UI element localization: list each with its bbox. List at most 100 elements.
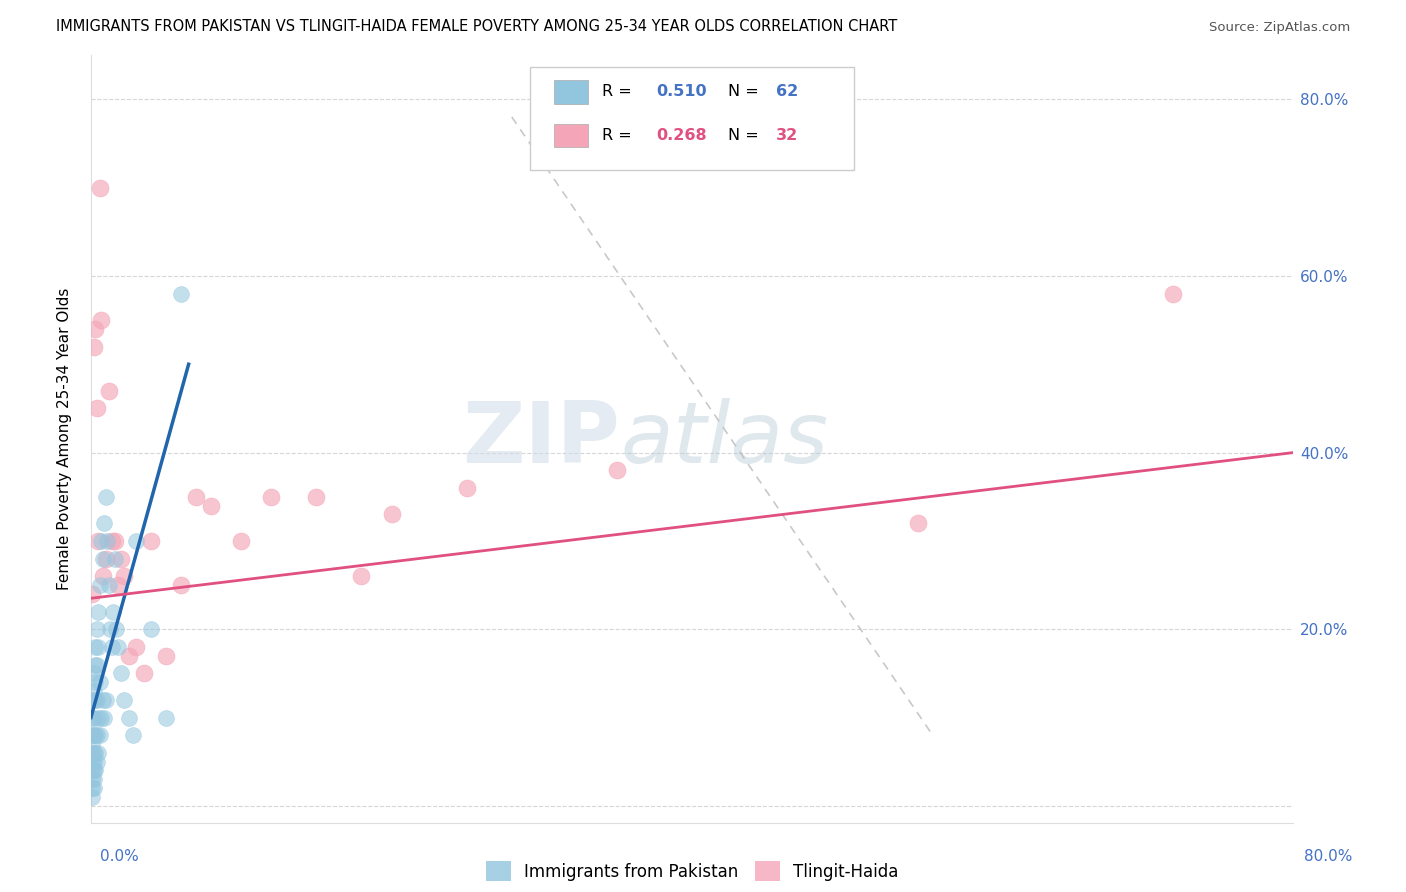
FancyBboxPatch shape [554, 124, 588, 147]
Point [170, 286, 193, 301]
Text: 32: 32 [776, 128, 799, 144]
Point [91, 551, 114, 566]
Point [186, 490, 208, 504]
Point [200, 499, 222, 513]
Point [94, 551, 117, 566]
Point [91, 693, 114, 707]
Point [125, 533, 148, 548]
Point [103, 605, 125, 619]
Point [112, 693, 135, 707]
Point [117, 710, 139, 724]
Point [87, 710, 110, 724]
Point [107, 640, 129, 654]
Point [83, 781, 105, 796]
Point [82, 710, 104, 724]
Point [82, 781, 104, 796]
Point [90, 710, 112, 724]
Point [83, 666, 105, 681]
Text: 80.0%: 80.0% [1305, 849, 1353, 863]
Point [84, 728, 107, 742]
Text: Source: ZipAtlas.com: Source: ZipAtlas.com [1209, 21, 1350, 34]
Point [84, 746, 107, 760]
Point [101, 533, 124, 548]
Point [132, 666, 155, 681]
Point [170, 578, 193, 592]
Point [100, 622, 122, 636]
Point [91, 569, 114, 583]
Point [231, 533, 253, 548]
Point [82, 755, 104, 769]
FancyBboxPatch shape [530, 67, 855, 170]
Point [83, 710, 105, 724]
Point [84, 693, 107, 707]
Text: N =: N = [728, 84, 763, 99]
Point [606, 463, 628, 477]
Point [82, 764, 104, 778]
Point [104, 533, 127, 548]
Point [94, 490, 117, 504]
Point [82, 746, 104, 760]
Point [82, 587, 104, 601]
Point [105, 622, 128, 636]
Point [112, 569, 135, 583]
Point [87, 746, 110, 760]
Y-axis label: Female Poverty Among 25-34 Year Olds: Female Poverty Among 25-34 Year Olds [58, 288, 72, 591]
Point [82, 789, 104, 804]
Point [84, 657, 107, 672]
Point [82, 693, 104, 707]
Point [84, 322, 107, 336]
Point [86, 401, 108, 416]
Point [87, 605, 110, 619]
Point [117, 648, 139, 663]
Point [96, 533, 118, 548]
Point [82, 728, 104, 742]
FancyBboxPatch shape [554, 80, 588, 103]
Point [104, 551, 127, 566]
Point [1161, 286, 1184, 301]
Point [260, 490, 283, 504]
Point [89, 180, 111, 194]
Point [94, 693, 117, 707]
Text: atlas: atlas [620, 398, 828, 481]
Point [89, 578, 111, 592]
Point [84, 640, 107, 654]
Point [139, 533, 162, 548]
Point [380, 508, 402, 522]
Point [83, 746, 105, 760]
Point [101, 640, 124, 654]
Point [87, 640, 110, 654]
Point [86, 755, 108, 769]
Point [98, 578, 121, 592]
Point [87, 533, 110, 548]
Point [93, 710, 115, 724]
Point [84, 675, 107, 690]
Point [155, 710, 177, 724]
Point [90, 313, 112, 327]
Point [110, 666, 132, 681]
Point [82, 772, 104, 787]
Text: ZIP: ZIP [463, 398, 620, 481]
Text: IMMIGRANTS FROM PAKISTAN VS TLINGIT-HAIDA FEMALE POVERTY AMONG 25-34 YEAR OLDS C: IMMIGRANTS FROM PAKISTAN VS TLINGIT-HAID… [56, 20, 897, 34]
Point [456, 481, 478, 495]
Text: 0.0%: 0.0% [100, 849, 139, 863]
Point [93, 516, 115, 531]
Point [98, 384, 121, 398]
Point [83, 340, 105, 354]
Point [82, 737, 104, 751]
Point [84, 764, 107, 778]
Point [89, 675, 111, 690]
Point [86, 728, 108, 742]
Text: 62: 62 [776, 84, 799, 99]
Text: N =: N = [728, 128, 763, 144]
Point [110, 551, 132, 566]
Text: R =: R = [602, 128, 637, 144]
Point [350, 569, 373, 583]
Text: 0.268: 0.268 [657, 128, 707, 144]
Point [305, 490, 328, 504]
Point [86, 657, 108, 672]
Point [83, 684, 105, 698]
Point [122, 728, 145, 742]
Point [907, 516, 929, 531]
Point [139, 622, 162, 636]
Point [86, 622, 108, 636]
